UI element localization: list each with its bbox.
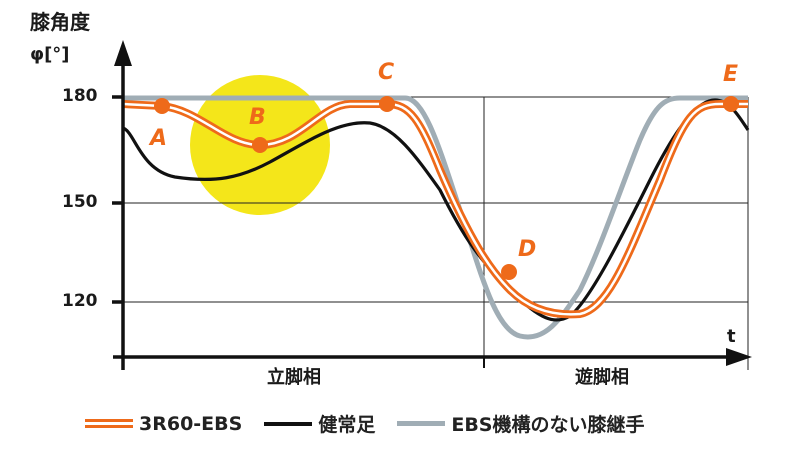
legend-label: 3R60-EBS [139, 412, 243, 435]
legend-label: EBS機構のない膝継手 [451, 414, 645, 436]
legend-item-3r60-ebs: 3R60-EBS [85, 413, 242, 435]
phase-stance: 立脚相 [267, 367, 321, 388]
y-axis-label: 膝角度 [30, 10, 90, 34]
legend-swatch-black [264, 421, 313, 426]
axes [112, 62, 735, 370]
legend-swatch-gray [397, 421, 446, 426]
annotation-points [154, 96, 739, 280]
legend-item-no-ebs: EBS機構のない膝継手 [397, 410, 645, 437]
point-label-a: A [150, 126, 168, 151]
phase-swing: 遊脚相 [575, 367, 629, 388]
grid [123, 96, 749, 370]
series-no-ebs [123, 95, 748, 340]
y-tick-120: 120 [62, 291, 98, 311]
y-tick-180: 180 [62, 86, 98, 106]
x-axis-arrow [726, 348, 752, 366]
y-tick-150: 150 [62, 192, 98, 212]
point-label-e: E [723, 62, 739, 87]
series-healthy [122, 98, 750, 322]
y-axis-arrow [114, 40, 132, 66]
point-label-c: C [378, 60, 395, 85]
point-label-b: B [249, 105, 266, 130]
legend-label: 健常足 [318, 414, 376, 436]
point-label-d: D [518, 237, 537, 262]
legend-item-healthy: 健常足 [264, 410, 375, 437]
y-axis-unit: φ[°] [30, 44, 70, 65]
legend: 3R60-EBS 健常足 EBS機構のない膝継手 [85, 410, 667, 437]
legend-swatch-orange-double [85, 419, 133, 428]
x-axis-label: t [727, 326, 736, 347]
